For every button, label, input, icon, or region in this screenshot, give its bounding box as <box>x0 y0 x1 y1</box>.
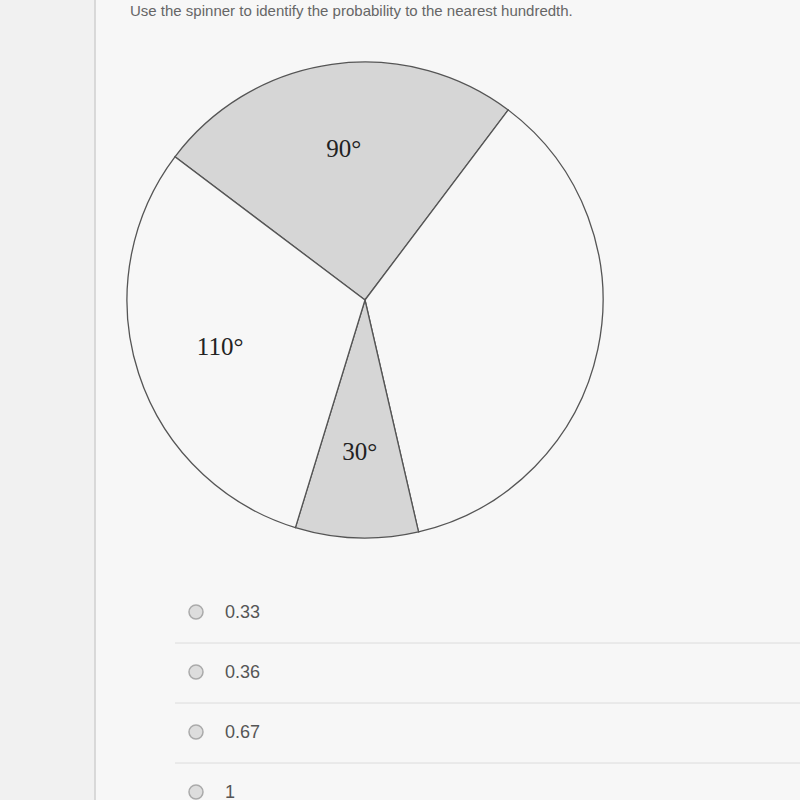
slice-label: 90° <box>326 135 361 162</box>
panel-border <box>94 0 96 800</box>
pie-labels: 90° 30° 110° <box>197 135 377 465</box>
option-separator <box>175 763 800 764</box>
option-separator <box>175 703 800 704</box>
options: 0.33 0.36 0.67 1 <box>175 602 800 800</box>
radio-button[interactable] <box>189 665 203 679</box>
slice-label: 110° <box>197 333 244 360</box>
option-label[interactable]: 0.33 <box>225 602 260 622</box>
radio-button[interactable] <box>189 785 203 799</box>
option-label[interactable]: 1 <box>225 782 235 800</box>
option-label[interactable]: 0.67 <box>225 722 260 742</box>
page: Use the spinner to identify the probabil… <box>0 0 800 800</box>
option-label[interactable]: 0.36 <box>225 662 260 682</box>
radio-button[interactable] <box>189 725 203 739</box>
pie-slice <box>127 157 365 528</box>
question-text: Use the spinner to identify the probabil… <box>130 2 573 19</box>
option-separator <box>175 643 800 644</box>
pie <box>127 62 603 538</box>
radio-button[interactable] <box>189 605 203 619</box>
panel <box>95 0 800 800</box>
slice-label: 30° <box>342 438 377 465</box>
